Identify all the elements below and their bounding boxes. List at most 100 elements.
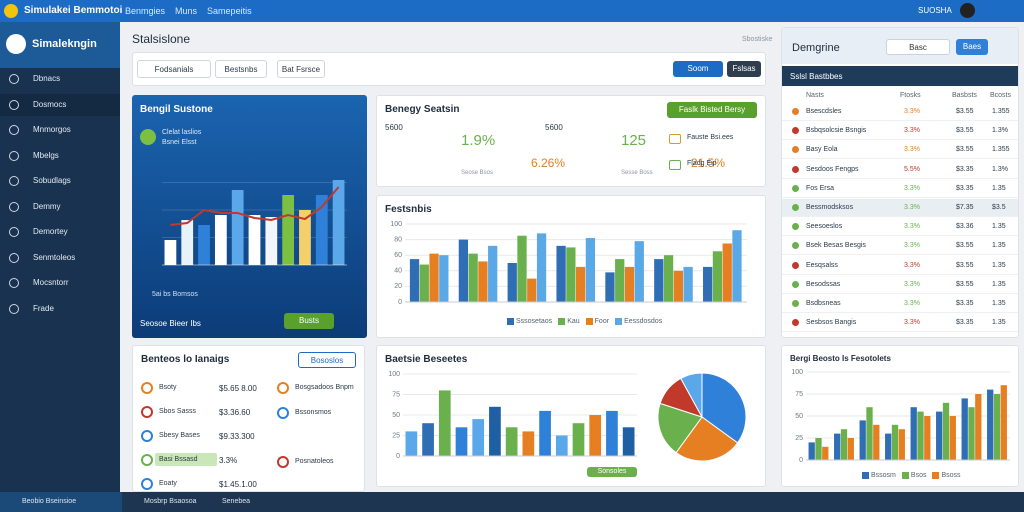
- cell: 1.35: [992, 319, 1006, 327]
- nav-item[interactable]: Dosmocs: [33, 99, 67, 109]
- footer-left: [0, 492, 122, 512]
- cell[interactable]: Sesdoos Fengps: [806, 165, 859, 173]
- legend-entry: Eessdosdos: [615, 318, 662, 325]
- bar: [834, 433, 841, 460]
- bar: [181, 220, 194, 265]
- cell[interactable]: Bsescdsles: [806, 108, 842, 115]
- footer-bar: Beobio Bseinsioe Mosbrp Bsaosoa Senebea: [0, 492, 1024, 512]
- bar: [606, 410, 618, 456]
- user-name[interactable]: SUOSHA: [918, 6, 952, 15]
- bar: [987, 389, 994, 460]
- legend-entry: Kau: [558, 318, 580, 325]
- bar: [815, 438, 822, 460]
- cell[interactable]: Sesbsos Bangis: [806, 319, 857, 327]
- tab[interactable]: Bat Fsrsce: [277, 60, 325, 78]
- footer-item[interactable]: Mosbrp Bsaosoa: [144, 498, 197, 505]
- pie-slice: [680, 372, 703, 418]
- footer-item[interactable]: Senebea: [222, 498, 251, 505]
- cell[interactable]: Basy Eola: [806, 146, 838, 154]
- header-link[interactable]: Sbostiske: [742, 36, 773, 43]
- panel-title: Benteos lo Ianaigs: [141, 354, 230, 365]
- highlight: [155, 453, 217, 466]
- nav-item[interactable]: Dbnacs: [33, 74, 61, 83]
- button[interactable]: Baes: [956, 39, 988, 55]
- bar: [683, 266, 693, 302]
- logo: [4, 4, 18, 18]
- nav-item[interactable]: Frade: [33, 303, 54, 313]
- bar: [576, 266, 586, 302]
- menu-item[interactable]: Muns: [175, 6, 198, 16]
- bar: [663, 255, 674, 302]
- bar: [566, 247, 576, 302]
- footer-item[interactable]: Beobio Bseinsioe: [22, 498, 77, 505]
- cell[interactable]: Bsbqsolcsie Bsngis: [806, 127, 867, 135]
- bar: [866, 407, 873, 460]
- nav-icon: [9, 74, 19, 84]
- stat-note: Sesse Boss: [621, 170, 653, 176]
- brand-name: Simalekngin: [32, 38, 97, 50]
- y-tick-label: 75: [795, 391, 803, 398]
- row-divider: [782, 273, 1018, 275]
- menu-item[interactable]: Samepeitis: [207, 6, 252, 16]
- bar: [808, 442, 815, 460]
- cell: $3.35: [956, 184, 974, 192]
- button[interactable]: Soom: [673, 61, 723, 77]
- legend-swatch: [932, 472, 940, 479]
- cell: 1.355: [992, 108, 1010, 115]
- bar: [605, 272, 615, 302]
- bar: [517, 235, 527, 302]
- y-tick-label: 100: [388, 371, 400, 378]
- button[interactable]: Faslk Bisted Bersy: [667, 102, 757, 118]
- button[interactable]: Bososlos: [298, 352, 356, 368]
- bar: [231, 190, 244, 265]
- row-divider: [782, 196, 1018, 198]
- row-divider: [782, 216, 1018, 217]
- bar: [917, 411, 924, 460]
- menu-item[interactable]: Benmgies: [125, 6, 166, 16]
- button[interactable]: Busts: [284, 313, 334, 329]
- bar: [924, 416, 931, 460]
- bar: [898, 429, 905, 460]
- button[interactable]: Fslsas: [727, 61, 761, 77]
- top-bar: Simulakei Bemmotoi Benmgies Muns Samepeiti…: [0, 0, 1024, 22]
- stat: 6.26%: [531, 156, 566, 170]
- nav-item[interactable]: Demmy: [33, 201, 61, 211]
- row-divider: [782, 292, 1018, 294]
- tab[interactable]: Bestsnbs: [215, 60, 267, 78]
- cell[interactable]: Fos Ersa: [806, 184, 835, 192]
- row-label: Sbesy Bases: [159, 432, 200, 439]
- nav-item[interactable]: Demortey: [33, 227, 68, 236]
- table-title: Sslsl Bastbbes: [790, 72, 843, 81]
- revenue-pie: [657, 372, 747, 462]
- panel-title: Festsnbis: [385, 204, 432, 215]
- legend-swatch: [862, 472, 869, 479]
- nav-item[interactable]: Mnmorgos: [33, 125, 71, 134]
- nav-item[interactable]: Sobudlags: [33, 176, 71, 185]
- panel-title: Bergi Beosto Is Fesotolets: [790, 354, 891, 363]
- cell: $7.35: [956, 204, 974, 211]
- nav-item[interactable]: Mbelgs: [33, 150, 59, 160]
- cell[interactable]: Bsek Besas Besgis: [806, 242, 866, 250]
- bar: [282, 195, 295, 265]
- nav-item[interactable]: Mocsntorr: [33, 278, 69, 287]
- avatar[interactable]: [960, 3, 975, 18]
- right-panel: Demgrine Basc Baes Sslsl Bastbbes Nasts F…: [781, 27, 1019, 338]
- row-value: $1.45.1.00: [219, 480, 257, 489]
- panel-title: Baetsie Beseetes: [385, 354, 468, 365]
- tab[interactable]: Fodsanials: [137, 60, 211, 78]
- button[interactable]: Basc: [886, 39, 950, 55]
- bar: [489, 406, 501, 456]
- cell[interactable]: Eesqsalss: [806, 261, 838, 269]
- cell: 3.3%: [904, 184, 920, 192]
- toolbar: Fodsanials Bestsnbs Bat Fsrsce Soom Fslsas: [132, 52, 766, 86]
- cell[interactable]: Bessmodsksos: [806, 204, 854, 211]
- nav-icon: [9, 303, 19, 314]
- nav-item[interactable]: Senmtoleos: [33, 252, 76, 262]
- axis-note: 5ai bs Bomsos: [152, 291, 198, 298]
- cell[interactable]: Seesoeslos: [806, 223, 843, 231]
- bar: [409, 259, 420, 302]
- cell: 3.3%: [904, 261, 920, 269]
- cell[interactable]: Besodssas: [806, 280, 841, 288]
- cell: 3.3%: [904, 300, 920, 307]
- cell[interactable]: Bsdbsneas: [806, 300, 841, 307]
